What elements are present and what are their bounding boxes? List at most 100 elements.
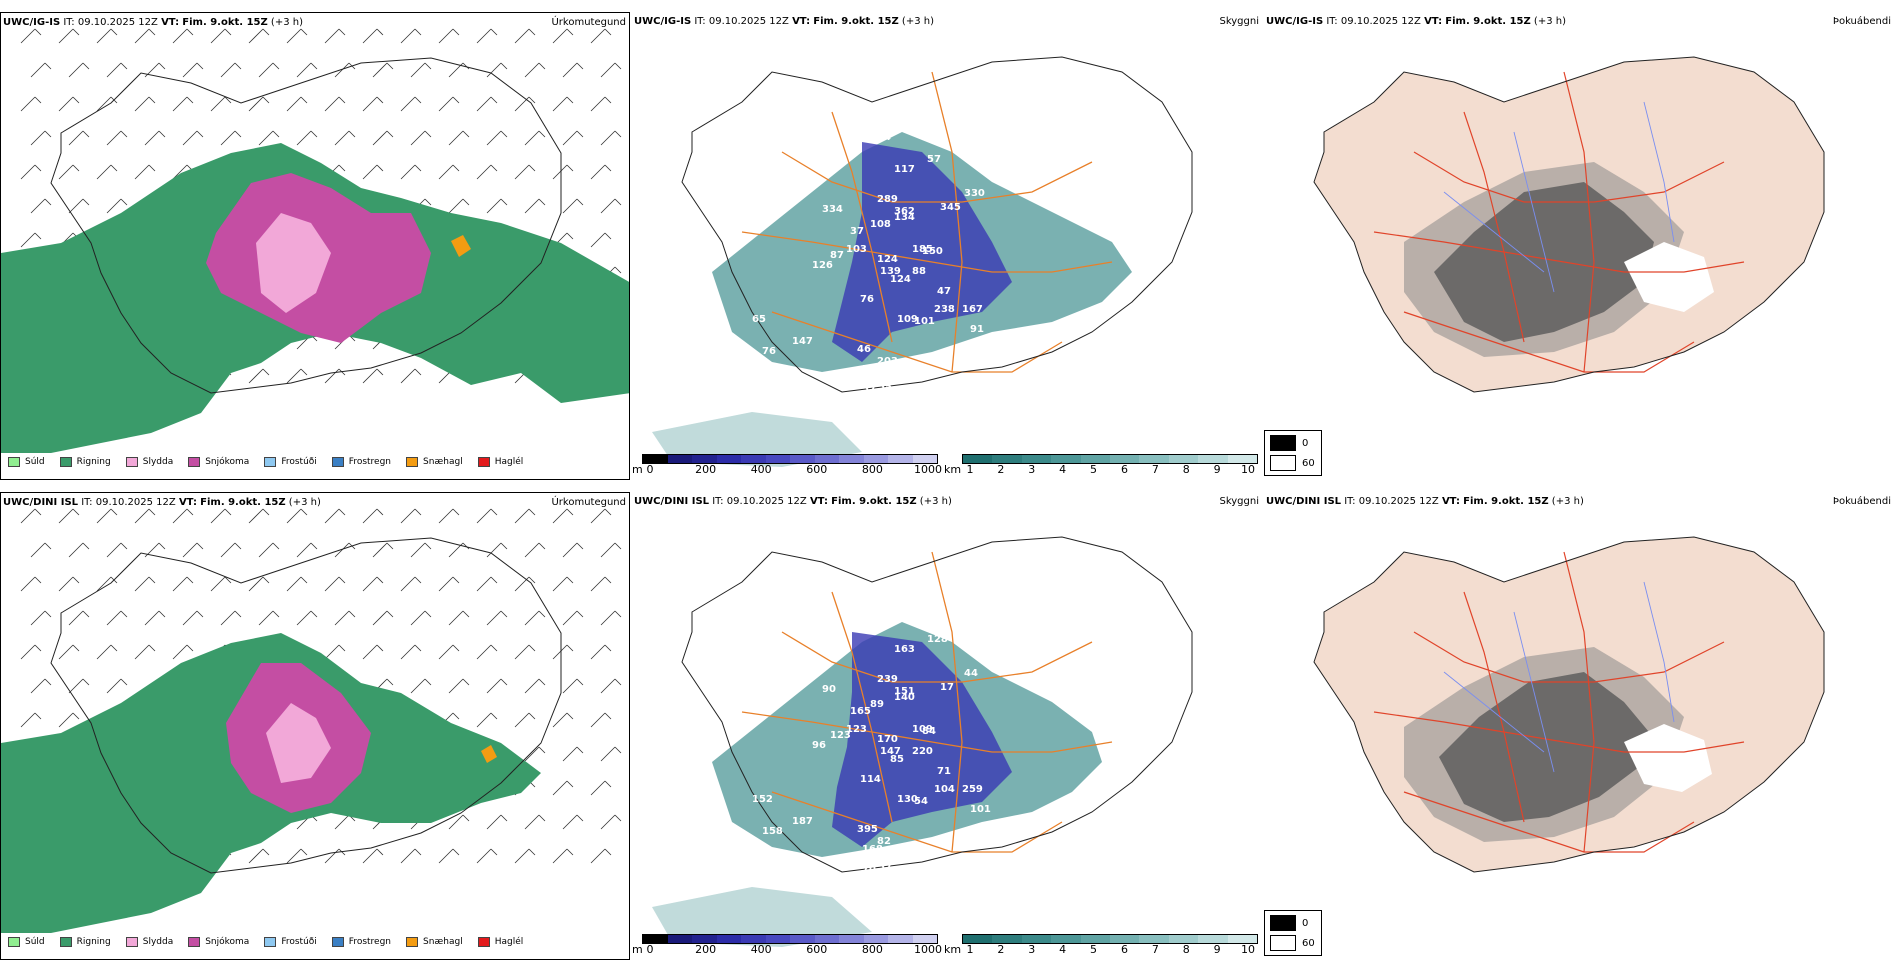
wind-barb xyxy=(220,62,242,78)
fog-swatch xyxy=(1270,935,1296,951)
ceiling-label: 123 xyxy=(830,730,851,741)
ceiling-label: 134 xyxy=(894,212,915,223)
wind-barb xyxy=(362,644,384,660)
ceiling-label: 139 xyxy=(880,266,901,277)
wind-barb xyxy=(362,368,384,384)
wind-barb xyxy=(476,28,498,44)
ceiling-label: 109 xyxy=(897,314,918,325)
ceiling-label: 109 xyxy=(912,724,933,735)
wind-barb xyxy=(68,130,90,146)
wind-barb xyxy=(438,164,460,180)
wind-barb xyxy=(552,28,574,44)
wind-barb xyxy=(400,28,422,44)
wind-barb xyxy=(562,130,584,146)
colorbar-cell xyxy=(790,455,815,463)
ceiling-label: 76 xyxy=(860,294,874,305)
fog-swatch xyxy=(1270,435,1296,451)
legend-item-sleet: Slydda xyxy=(125,457,173,467)
colorbar-cell xyxy=(912,935,937,943)
ceiling-label: 65 xyxy=(752,314,766,325)
legend-swatch xyxy=(8,457,20,467)
ceiling-label: 289 xyxy=(877,194,898,205)
colorbar-cell xyxy=(1080,935,1110,943)
wind-barb xyxy=(106,62,128,78)
legend-swatch xyxy=(125,937,138,947)
wind-barb xyxy=(296,130,318,146)
wind-barb xyxy=(476,576,498,592)
colorbar-strip xyxy=(962,454,1258,464)
ceiling-label: 147 xyxy=(792,336,813,347)
wind-barb xyxy=(590,576,612,592)
wind-barb xyxy=(324,96,346,112)
fog-moderate xyxy=(1404,162,1684,357)
legend-item-snow-pellets: Snæhagl xyxy=(406,937,463,947)
wind-barb xyxy=(562,610,584,626)
colorbar-cell xyxy=(1139,935,1169,943)
low-ceiling-area xyxy=(832,632,1012,847)
wind-barb xyxy=(448,610,470,626)
ceiling-label: 330 xyxy=(964,188,985,199)
wind-barb xyxy=(486,62,508,78)
ceiling-label: 238 xyxy=(934,304,955,315)
wind-barb xyxy=(438,28,460,44)
ceiling-label: 64 xyxy=(877,132,891,143)
wind-barb xyxy=(172,508,194,524)
wind-barb xyxy=(248,576,270,592)
ceiling-label: 57 xyxy=(927,154,941,165)
rivers xyxy=(1443,581,1675,773)
wind-barb xyxy=(600,610,622,626)
colorbar-cell xyxy=(814,935,839,943)
colorbar-tick: 800 xyxy=(861,463,883,476)
wind-barb xyxy=(590,712,612,728)
ceiling-label: 158 xyxy=(762,826,783,837)
ceiling-label: 71 xyxy=(937,766,951,777)
snow-pellets xyxy=(481,745,497,763)
wind-barb xyxy=(590,28,612,44)
colorbar-cell xyxy=(1051,935,1081,943)
colorbar-tick: 1000 xyxy=(914,463,942,476)
ceiling-label: 103 xyxy=(846,244,867,255)
legend-swatch xyxy=(188,457,201,467)
sleet-area xyxy=(266,703,331,783)
wind-barb xyxy=(182,62,204,78)
wind-barb xyxy=(220,130,242,146)
wind-barb xyxy=(182,610,204,626)
wind-barb xyxy=(286,368,308,384)
ceiling-label: 239 xyxy=(877,674,898,685)
ceiling-label: 147 xyxy=(880,746,901,757)
fog-legend: 0 60 xyxy=(1264,430,1322,476)
ceiling-label: 126 xyxy=(812,260,833,271)
colorbar-cell xyxy=(643,935,668,943)
legend-swatch xyxy=(188,937,201,947)
wind-barb xyxy=(552,576,574,592)
ceiling-label: 128 xyxy=(927,634,948,645)
wind-barb xyxy=(30,130,52,146)
colorbar-unit: km xyxy=(944,463,962,476)
wind-barb xyxy=(58,96,80,112)
legend-item-snow-pellets: Snæhagl xyxy=(406,457,463,467)
legend-item-freezing-drizzle: Frostúði xyxy=(264,937,317,947)
fog-clear xyxy=(1624,242,1714,312)
wind-barb xyxy=(106,198,128,214)
wind-barb xyxy=(248,96,270,112)
wind-barb xyxy=(362,96,384,112)
wind-barb xyxy=(258,62,280,78)
colorbar-cell xyxy=(765,935,790,943)
ceiling-label: 46 xyxy=(857,344,871,355)
ceiling-label: 55 xyxy=(878,382,892,393)
ceiling-label: 163 xyxy=(894,644,915,655)
wind-barb xyxy=(220,610,242,626)
wind-barb xyxy=(600,746,622,762)
colorbar-unit: m xyxy=(632,463,643,476)
wind-barb xyxy=(514,164,536,180)
visibility-panel-row2: 180 163 128 239 90 151 17 44 89 140 165 123 170 84 109… xyxy=(632,492,1262,960)
wind-barb xyxy=(524,198,546,214)
wind-barb xyxy=(514,848,536,864)
visibility-colorbar: km 1 2 3 4 5 6 7 8 9 10 xyxy=(944,934,1262,956)
wind-barb xyxy=(30,62,52,78)
ceiling-label: 56 xyxy=(862,364,876,375)
ceiling-label: 395 xyxy=(857,824,878,835)
wind-barb xyxy=(514,712,536,728)
wind-barb xyxy=(600,130,622,146)
